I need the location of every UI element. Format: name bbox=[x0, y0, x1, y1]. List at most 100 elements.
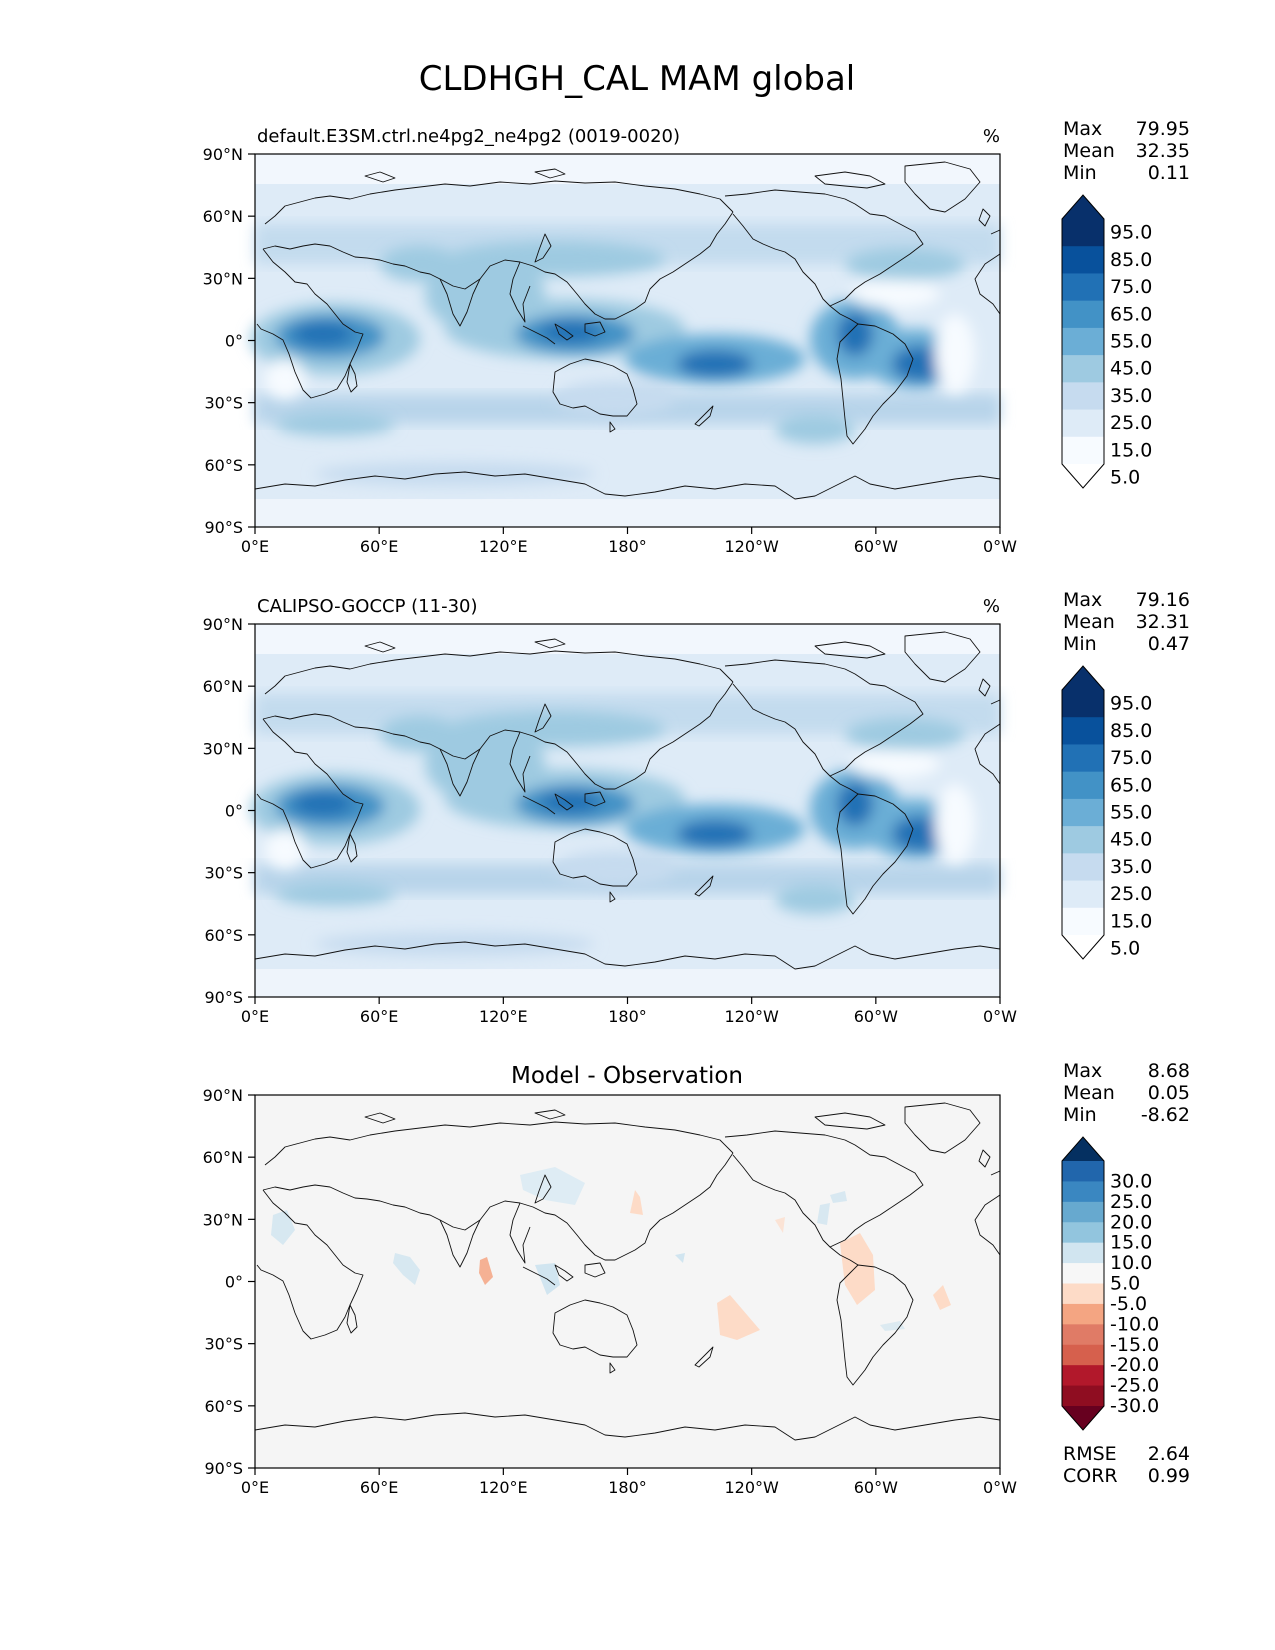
colorbar-tick-label: 5.0 bbox=[1110, 1273, 1140, 1295]
panel-units: % bbox=[983, 126, 1000, 147]
colorbar-outline bbox=[1061, 665, 1105, 960]
colorbar-swatch bbox=[1062, 717, 1104, 745]
lat-tick-label: 30°N bbox=[203, 739, 243, 758]
lat-tick-label: 0° bbox=[225, 332, 243, 351]
footer-stat-label: RMSE bbox=[1063, 1443, 1117, 1465]
lat-tick-label: 30°S bbox=[204, 864, 243, 883]
map-diff bbox=[254, 1094, 1001, 1469]
colorbar-tick-label: 75.0 bbox=[1110, 276, 1152, 298]
footer-stat-label: CORR bbox=[1063, 1465, 1118, 1487]
colorbar-swatch bbox=[1062, 1303, 1104, 1325]
colorbar-swatch bbox=[1062, 880, 1104, 909]
colorbar-swatch bbox=[1062, 1385, 1104, 1407]
colorbar-swatch bbox=[1062, 826, 1104, 854]
colorbar-tick-label: 25.0 bbox=[1110, 1191, 1152, 1213]
lat-tick-label: 90°S bbox=[204, 518, 243, 537]
stat-value: 32.35 bbox=[1136, 140, 1190, 162]
colorbar-swatch bbox=[1062, 744, 1104, 773]
colorbar-swatch bbox=[1062, 246, 1104, 274]
stat-label: Max bbox=[1063, 118, 1102, 140]
footer-stat-value: 0.99 bbox=[1148, 1465, 1190, 1487]
map-model bbox=[250, 153, 1001, 528]
colorbar-swatch bbox=[1062, 853, 1104, 882]
colorbar-extend-max bbox=[1062, 666, 1104, 690]
lat-tick-label: 90°N bbox=[203, 615, 243, 634]
colorbar: 30.025.020.015.010.05.0-5.0-10.0-15.0-20… bbox=[1061, 1136, 1159, 1431]
panel-obs: CALIPSO-GOCCP (11-30) % 0°E 60°E 120°E 180°… bbox=[203, 596, 1018, 1026]
lon-tick-label: 60°W bbox=[854, 1478, 898, 1497]
colorbar-tick-label: 25.0 bbox=[1110, 412, 1152, 434]
lon-tick-label: 60°E bbox=[360, 1478, 398, 1497]
map-obs bbox=[250, 623, 1001, 998]
colorbar-swatch bbox=[1062, 907, 1104, 936]
lat-tick-label: 90°S bbox=[204, 1459, 243, 1478]
lat-tick-label: 60°S bbox=[204, 926, 243, 945]
lat-tick-label: 60°N bbox=[203, 1148, 243, 1167]
lon-tick-label: 120°W bbox=[724, 1478, 779, 1497]
colorbar-swatch bbox=[1062, 382, 1104, 411]
lon-tick-label: 60°E bbox=[360, 1007, 398, 1026]
colorbar-outline bbox=[1061, 194, 1105, 489]
colorbar-tick-label: -5.0 bbox=[1110, 1293, 1147, 1315]
stat-label: Max bbox=[1063, 589, 1102, 611]
colorbar-swatch bbox=[1062, 436, 1104, 465]
colorbar-tick-label: 85.0 bbox=[1110, 249, 1152, 271]
lon-tick-label: 0°E bbox=[241, 1478, 269, 1497]
colorbar-tick-label: 95.0 bbox=[1110, 693, 1152, 715]
colorbar-extend-min bbox=[1062, 1406, 1104, 1430]
stat-label: Min bbox=[1063, 162, 1097, 184]
colorbar: 95.0 85.0 75.0 65.0 55.0 45.0 35.0 25.0 15.0 5.0 bbox=[1061, 665, 1152, 960]
colorbar-swatch bbox=[1062, 355, 1104, 383]
colorbar-swatch bbox=[1062, 300, 1104, 329]
stat-value: 0.11 bbox=[1148, 162, 1190, 184]
colorbar-extend-min bbox=[1062, 935, 1104, 959]
lon-tick-label: 60°W bbox=[854, 1007, 898, 1026]
lon-tick-label: 0°W bbox=[983, 537, 1017, 556]
colorbar-tick-label: 15.0 bbox=[1110, 910, 1152, 932]
stat-value: 32.31 bbox=[1136, 611, 1190, 633]
stat-label: Max bbox=[1063, 1060, 1102, 1082]
lat-tick-label: 90°N bbox=[203, 1086, 243, 1105]
colorbar-swatch bbox=[1062, 1344, 1104, 1366]
colorbar-tick-label: 10.0 bbox=[1110, 1252, 1152, 1274]
colorbar-swatch bbox=[1062, 798, 1104, 827]
colorbar-tick-label: -25.0 bbox=[1110, 1375, 1159, 1397]
colorbars: Max 79.95 Mean 32.35 Min 0.11 95.0 85.0 75.0 65.0… bbox=[1061, 118, 1190, 1487]
colorbar-tick-label: -15.0 bbox=[1110, 1334, 1159, 1356]
colorbar-tick-label: 55.0 bbox=[1110, 802, 1152, 824]
lon-tick-label: 120°E bbox=[479, 1478, 528, 1497]
panel-title: CALIPSO-GOCCP (11-30) bbox=[257, 596, 478, 617]
colorbar-swatch bbox=[1062, 1222, 1104, 1244]
lon-tick-label: 120°E bbox=[479, 537, 528, 556]
colorbar-tick-label: 45.0 bbox=[1110, 358, 1152, 380]
lat-tick-label: 30°N bbox=[203, 269, 243, 288]
colorbar-tick-label: 65.0 bbox=[1110, 774, 1152, 796]
footer-stat-value: 2.64 bbox=[1148, 1443, 1190, 1465]
lat-tick-label: 0° bbox=[225, 1273, 243, 1292]
stat-value: -8.62 bbox=[1141, 1104, 1190, 1126]
colorbar-extend-max bbox=[1062, 1137, 1104, 1161]
colorbar-swatch bbox=[1062, 690, 1104, 718]
lon-tick-label: 180° bbox=[608, 537, 647, 556]
colorbar-outline bbox=[1061, 1136, 1105, 1431]
colorbar-tick-label: 25.0 bbox=[1110, 883, 1152, 905]
stat-value: 79.95 bbox=[1136, 118, 1190, 140]
lat-tick-label: 30°S bbox=[204, 1335, 243, 1354]
lon-tick-label: 180° bbox=[608, 1478, 647, 1497]
lon-tick-label: 120°E bbox=[479, 1007, 528, 1026]
colorbar-tick-label: 65.0 bbox=[1110, 303, 1152, 325]
figure-title: CLDHGH_CAL MAM global bbox=[419, 59, 856, 99]
lon-tick-label: 120°W bbox=[724, 537, 779, 556]
panel-title: Model - Observation bbox=[511, 1063, 743, 1089]
colorbar-tick-label: 15.0 bbox=[1110, 439, 1152, 461]
stat-label: Mean bbox=[1063, 140, 1115, 162]
colorbar-extend-min bbox=[1062, 464, 1104, 488]
colorbar-swatch bbox=[1062, 1324, 1104, 1346]
lat-tick-label: 30°N bbox=[203, 1210, 243, 1229]
colorbar-swatch bbox=[1062, 1365, 1104, 1387]
panel-model: default.E3SM.ctrl.ne4pg2_ne4pg2 (0019-00… bbox=[203, 126, 1018, 556]
lat-tick-label: 30°S bbox=[204, 394, 243, 413]
lon-tick-label: 60°W bbox=[854, 537, 898, 556]
stat-label: Mean bbox=[1063, 1082, 1115, 1104]
lat-tick-label: 90°N bbox=[203, 145, 243, 164]
